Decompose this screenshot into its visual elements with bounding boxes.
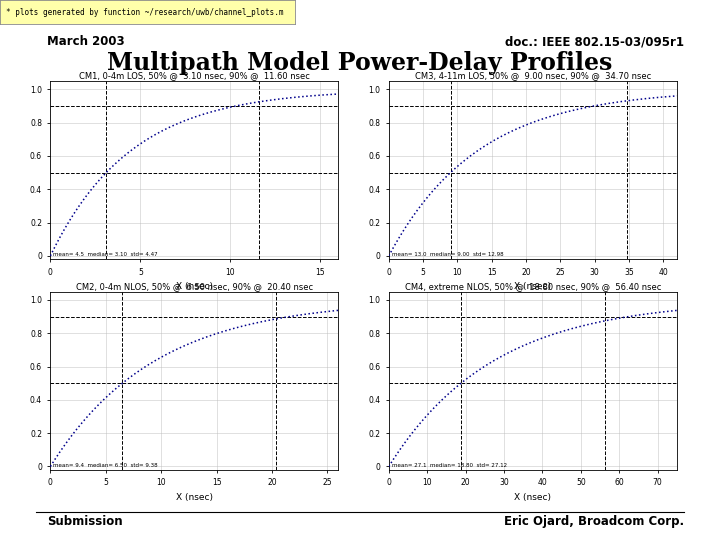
- Title: CM4, extreme NLOS, 50% @  18.80 nsec, 90% @  56.40 nsec: CM4, extreme NLOS, 50% @ 18.80 nsec, 90%…: [405, 282, 661, 291]
- X-axis label: X (nsec): X (nsec): [514, 282, 552, 291]
- Text: March 2003: March 2003: [47, 35, 125, 48]
- X-axis label: X (nsec): X (nsec): [176, 282, 213, 291]
- X-axis label: X (nsec): X (nsec): [176, 492, 213, 502]
- Text: doc.: IEEE 802.15-03/095r1: doc.: IEEE 802.15-03/095r1: [505, 35, 684, 48]
- Title: CM2, 0-4m NLOS, 50% @  6.50 nsec, 90% @  20.40 nsec: CM2, 0-4m NLOS, 50% @ 6.50 nsec, 90% @ 2…: [76, 282, 313, 291]
- Text: Multipath Model Power-Delay Profiles: Multipath Model Power-Delay Profiles: [107, 51, 613, 75]
- Text: mean= 9.4  median= 6.50  std= 9.38: mean= 9.4 median= 6.50 std= 9.38: [53, 463, 158, 468]
- Text: * plots generated by function ~/research/uwb/channel_plots.m: * plots generated by function ~/research…: [6, 8, 284, 17]
- Text: Eric Ojard, Broadcom Corp.: Eric Ojard, Broadcom Corp.: [504, 515, 684, 528]
- Text: mean= 4.5  median= 3.10  std= 4.47: mean= 4.5 median= 3.10 std= 4.47: [53, 252, 158, 258]
- Title: CM3, 4-11m LOS, 50% @  9.00 nsec, 90% @  34.70 nsec: CM3, 4-11m LOS, 50% @ 9.00 nsec, 90% @ 3…: [415, 71, 651, 80]
- X-axis label: X (nsec): X (nsec): [514, 492, 552, 502]
- Text: Submission: Submission: [47, 515, 122, 528]
- Text: mean= 13.0  median= 9.00  std= 12.98: mean= 13.0 median= 9.00 std= 12.98: [392, 252, 503, 258]
- Title: CM1, 0-4m LOS, 50% @  3.10 nsec, 90% @  11.60 nsec: CM1, 0-4m LOS, 50% @ 3.10 nsec, 90% @ 11…: [79, 71, 310, 80]
- Text: mean= 27.1  median= 18.80  std= 27.12: mean= 27.1 median= 18.80 std= 27.12: [392, 463, 507, 468]
